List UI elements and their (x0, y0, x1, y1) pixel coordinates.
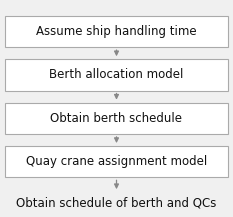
FancyBboxPatch shape (5, 59, 228, 91)
FancyArrowPatch shape (115, 50, 118, 55)
FancyBboxPatch shape (5, 16, 228, 47)
Text: Berth allocation model: Berth allocation model (49, 68, 184, 81)
FancyArrowPatch shape (115, 137, 118, 142)
Text: Obtain berth schedule: Obtain berth schedule (51, 112, 182, 125)
Text: Quay crane assignment model: Quay crane assignment model (26, 155, 207, 168)
FancyBboxPatch shape (5, 103, 228, 134)
Text: Obtain schedule of berth and QCs: Obtain schedule of berth and QCs (16, 196, 217, 209)
FancyArrowPatch shape (115, 180, 118, 188)
Text: Assume ship handling time: Assume ship handling time (36, 25, 197, 38)
FancyArrowPatch shape (115, 93, 118, 98)
FancyBboxPatch shape (5, 146, 228, 178)
